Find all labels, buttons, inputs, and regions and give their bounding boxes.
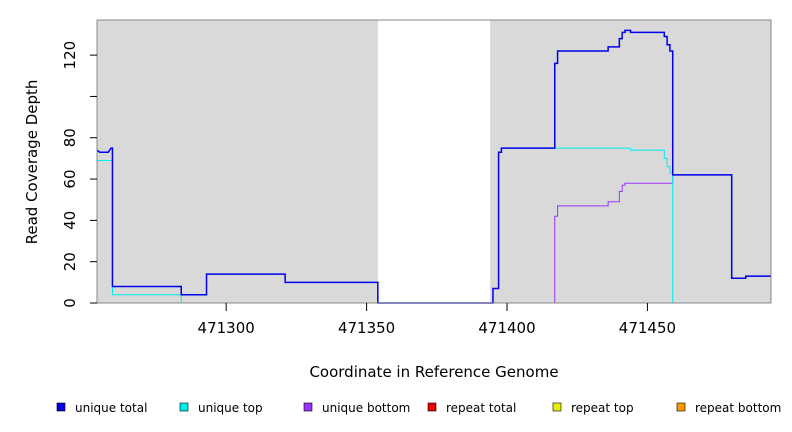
legend-item-repeat-top: repeat top [552,401,634,415]
legend-swatch [676,402,686,412]
series-line-unique-top [97,147,771,304]
legend: unique total unique top unique bottom repea… [56,401,781,415]
y-tick-label: 0 [61,298,79,308]
x-tick-label: 471300 [198,319,255,337]
legend-label: repeat bottom [695,401,781,415]
legend-item-repeat-bottom: repeat bottom [676,401,781,415]
x-tick-label: 471400 [478,319,535,337]
legend-swatch [552,402,562,412]
shaded-region-0 [97,20,378,303]
series-line-unique-total [96,29,771,304]
legend-swatch [303,402,313,412]
legend-label: repeat total [446,401,516,415]
legend-label: repeat top [571,401,634,415]
y-axis: 0 20 40 60 80 120 [61,41,97,308]
plot-background [97,20,771,303]
y-axis-title: Read Coverage Depth [23,80,41,245]
legend-swatch [427,402,437,412]
legend-swatch [56,402,66,412]
shaded-region-1 [490,20,771,303]
x-axis: 471300 471350 471400 471450 [198,303,676,337]
legend-label: unique top [198,401,263,415]
y-tick-label: 80 [61,128,79,147]
plot-border [96,19,772,304]
legend-item-repeat-total: repeat total [427,401,516,415]
legend-swatch [179,402,189,412]
x-tick-label: 471450 [619,319,676,337]
legend-item-unique-top: unique top [179,401,263,415]
legend-item-unique-bottom: unique bottom [303,401,410,415]
legend-label: unique total [75,401,147,415]
legend-item-unique-total: unique total [56,401,147,415]
x-tick-label: 471350 [338,319,395,337]
y-tick-label: 40 [61,211,79,230]
legend-label: unique bottom [322,401,410,415]
plot-frame [96,19,772,304]
y-tick-label: 60 [61,170,79,189]
y-tick-label: 120 [61,41,79,70]
y-tick-label: 20 [61,252,79,271]
x-axis-title: Coordinate in Reference Genome [309,363,558,381]
